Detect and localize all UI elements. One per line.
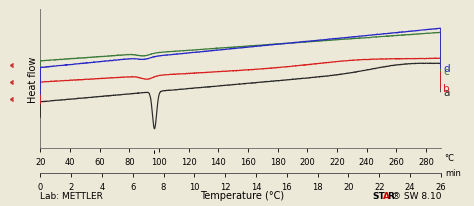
Text: ST: ST [372, 191, 385, 200]
Text: R: R [387, 191, 394, 200]
Text: d: d [443, 64, 450, 74]
Text: A: A [383, 191, 390, 200]
Text: °C: °C [444, 154, 454, 163]
Y-axis label: Heat flow: Heat flow [27, 56, 37, 102]
Text: ® SW 8.10: ® SW 8.10 [392, 191, 441, 200]
Text: a: a [443, 87, 449, 97]
Text: c: c [443, 67, 449, 77]
Text: Lab: METTLER: Lab: METTLER [40, 191, 103, 200]
Text: Temperature (°C): Temperature (°C) [200, 190, 284, 200]
Text: min: min [446, 169, 461, 177]
Text: b: b [443, 84, 450, 94]
